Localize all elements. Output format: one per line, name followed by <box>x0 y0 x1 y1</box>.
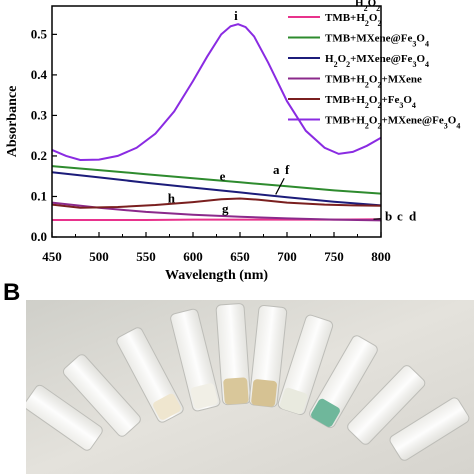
tube-4 <box>170 308 221 412</box>
tick-layer: 450 500 550 600 650 700 750 800 0.0 0.1 0.2 0.3 0.4 0… <box>31 26 391 264</box>
y-tick-label: 0.2 <box>31 148 47 163</box>
x-tick-label: 500 <box>89 249 109 264</box>
tube-7 <box>277 314 334 415</box>
legend-label-6: TMB+H2O2+MXene@Fe3O4 <box>325 115 460 131</box>
curve-label-i: i <box>234 8 238 23</box>
legend-label-5: TMB+H2O2+Fe3O4 <box>325 94 416 110</box>
x-tick-label: 450 <box>42 249 62 264</box>
tube-6 <box>248 305 288 408</box>
tube-9 <box>347 365 426 445</box>
x-tick-label: 550 <box>136 249 156 264</box>
series-line-3 <box>51 171 382 207</box>
series-layer <box>51 23 382 222</box>
y-tick-label: 0.0 <box>31 229 47 244</box>
tube-2 <box>62 354 141 437</box>
curve-label-f: f <box>285 162 290 177</box>
curve-label-c: c <box>397 209 403 224</box>
legend: TMB+H2O2 TMB+MXene@Fe3O4 H2O2+MXene@Fe3O4 T… <box>288 12 460 130</box>
x-tick-label: 750 <box>324 249 344 264</box>
curve-label-h: h <box>168 191 176 206</box>
series-line-6 <box>51 23 382 162</box>
y-tick-label: 0.4 <box>31 67 48 82</box>
legend-label-3: H2O2+MXene@Fe3O4 <box>325 53 429 69</box>
curve-label-e: e <box>220 168 226 183</box>
y-axis-title: Absorbance <box>5 86 20 158</box>
curve-label-a: a <box>273 162 280 177</box>
absorbance-chart: 450 500 550 600 650 700 750 800 0.0 0.1 0.2 0.3 0.4 0… <box>3 0 460 300</box>
x-axis-title: Wavelength (nm) <box>165 268 268 283</box>
tube-10 <box>389 397 470 461</box>
series-line-2 <box>51 165 382 195</box>
tube-5 <box>215 303 251 406</box>
tube-1 <box>26 384 103 451</box>
x-tick-label: 600 <box>183 249 203 264</box>
legend-label-4: TMB+H2O2+MXene <box>325 74 422 90</box>
legend-partial-entry: H2O2 <box>355 0 380 13</box>
series-line-4 <box>51 201 382 222</box>
y-tick-label: 0.3 <box>31 107 48 122</box>
x-tick-label: 700 <box>277 249 297 264</box>
y-tick-label: 0.5 <box>31 26 48 41</box>
curve-label-g: g <box>222 201 229 216</box>
label-pointer-af <box>275 177 285 195</box>
y-tick-label: 0.1 <box>31 188 47 203</box>
tube-3 <box>116 327 184 423</box>
legend-label-2: TMB+MXene@Fe3O4 <box>325 33 429 49</box>
curve-label-d: d <box>409 209 417 224</box>
tubes-photo <box>26 300 474 474</box>
tube-8 <box>309 335 378 429</box>
curve-label-layer: i e a f h g b c d <box>168 8 417 224</box>
x-tick-label: 650 <box>230 249 250 264</box>
x-tick-label: 800 <box>371 249 391 264</box>
series-line-5 <box>51 197 382 209</box>
tubes-photo-image <box>26 300 474 474</box>
panel-b-label: B <box>3 279 20 300</box>
legend-label-1: TMB+H2O2 <box>325 12 381 28</box>
curve-label-b: b <box>385 209 392 224</box>
